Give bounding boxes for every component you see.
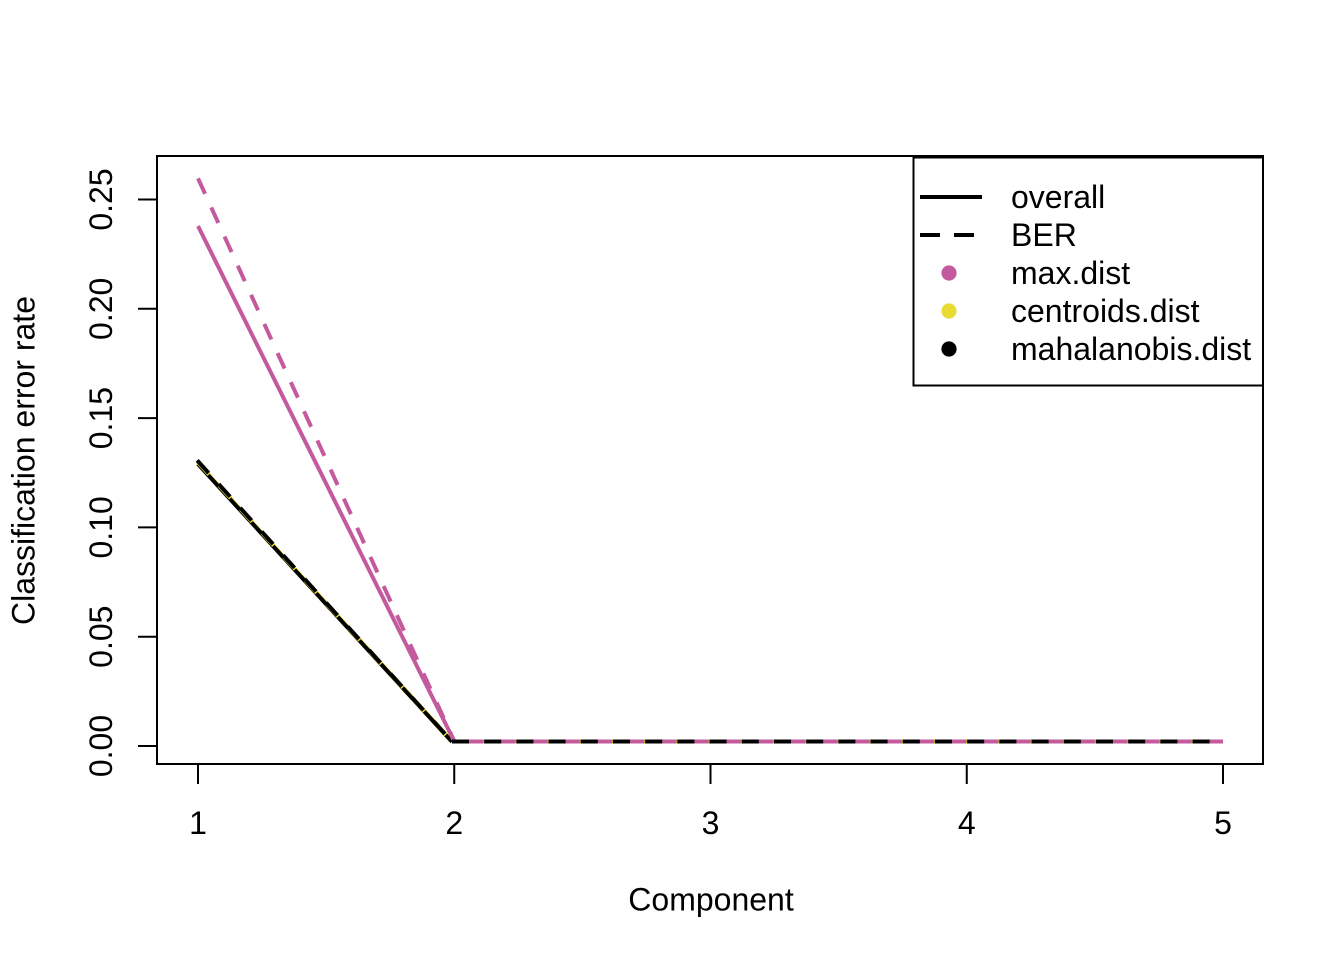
- svg-text:3: 3: [702, 805, 720, 841]
- svg-text:max.dist: max.dist: [1011, 255, 1130, 291]
- svg-text:0.25: 0.25: [83, 168, 119, 230]
- svg-text:0.00: 0.00: [83, 715, 119, 777]
- svg-text:BER: BER: [1011, 217, 1077, 253]
- svg-text:0.10: 0.10: [83, 496, 119, 558]
- svg-text:0.20: 0.20: [83, 278, 119, 340]
- svg-text:0.05: 0.05: [83, 606, 119, 668]
- svg-text:overall: overall: [1011, 179, 1105, 215]
- svg-text:5: 5: [1214, 805, 1232, 841]
- svg-text:Component: Component: [628, 882, 794, 918]
- svg-text:0.15: 0.15: [83, 387, 119, 449]
- svg-text:2: 2: [445, 805, 463, 841]
- svg-text:centroids.dist: centroids.dist: [1011, 293, 1200, 329]
- svg-text:4: 4: [958, 805, 976, 841]
- svg-text:mahalanobis.dist: mahalanobis.dist: [1011, 331, 1251, 367]
- svg-text:1: 1: [189, 805, 207, 841]
- svg-text:Classification error rate: Classification error rate: [6, 296, 42, 625]
